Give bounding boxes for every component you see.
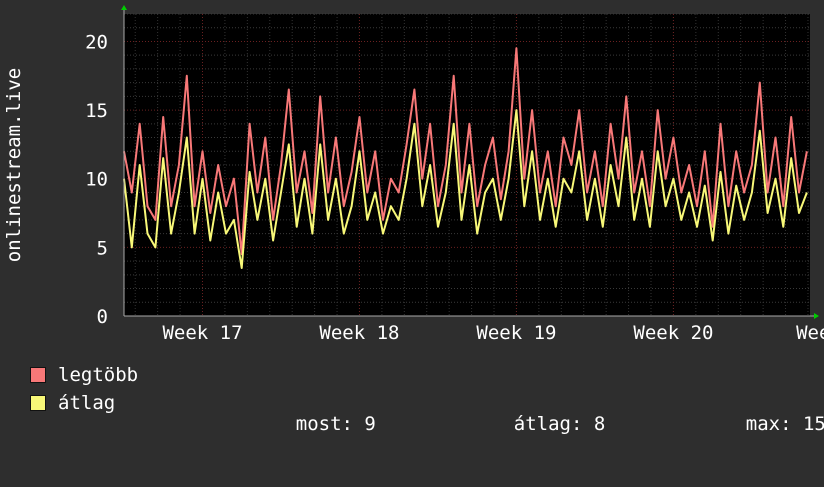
- y-tick-label: 10: [85, 169, 108, 191]
- x-tick-label: Week 18: [319, 322, 399, 344]
- stat-max-value: 15: [802, 413, 824, 435]
- series-line-0: [123, 47, 808, 256]
- legend-label-atlag: átlag: [58, 392, 116, 414]
- stat-atlag-label: átlag:: [513, 413, 583, 435]
- legend-item-atlag: átlag: [30, 391, 115, 415]
- stat-most: most: 9: [250, 391, 376, 457]
- x-tick-label: Week 20: [633, 322, 713, 344]
- axes: 0 5 10 15 20 Week 17 Week 18 Week 19 Week 20 Week…: [85, 5, 824, 344]
- y-tick-label: 15: [85, 100, 108, 122]
- y-axis-arrow: [121, 5, 127, 10]
- legend-label-legtobb: legtöbb: [58, 364, 139, 386]
- legend-swatch-legtobb: [30, 367, 46, 383]
- stat-most-label: most:: [295, 413, 353, 435]
- stat-atlag: átlag: 8: [468, 391, 606, 457]
- x-tick-label: Week 19: [476, 322, 556, 344]
- y-axis-label: onlinestream.live: [3, 68, 25, 262]
- y-tick-label: 5: [97, 237, 108, 259]
- stat-max: max: 15: [700, 391, 824, 457]
- x-tick-label: Week 2: [796, 322, 824, 344]
- chart-svg: 0 5 10 15 20 Week 17 Week 18 Week 19 Week 20 Week…: [3, 5, 824, 344]
- x-tick-label: Week 17: [162, 322, 242, 344]
- stat-atlag-value: 8: [593, 413, 606, 435]
- chart: 0 5 10 15 20 Week 17 Week 18 Week 19 Week 20 Week…: [3, 5, 824, 435]
- x-axis-arrow: [814, 313, 819, 319]
- stat-max-label: max:: [745, 413, 792, 435]
- legend-item-legtobb: legtöbb: [30, 363, 138, 387]
- series-layer: [123, 47, 808, 269]
- y-tick-label: 0: [97, 306, 108, 328]
- y-tick-label: 20: [85, 31, 108, 53]
- series-line-1: [123, 109, 808, 269]
- legend-swatch-atlag: [30, 395, 46, 411]
- stat-most-value: 9: [364, 413, 376, 435]
